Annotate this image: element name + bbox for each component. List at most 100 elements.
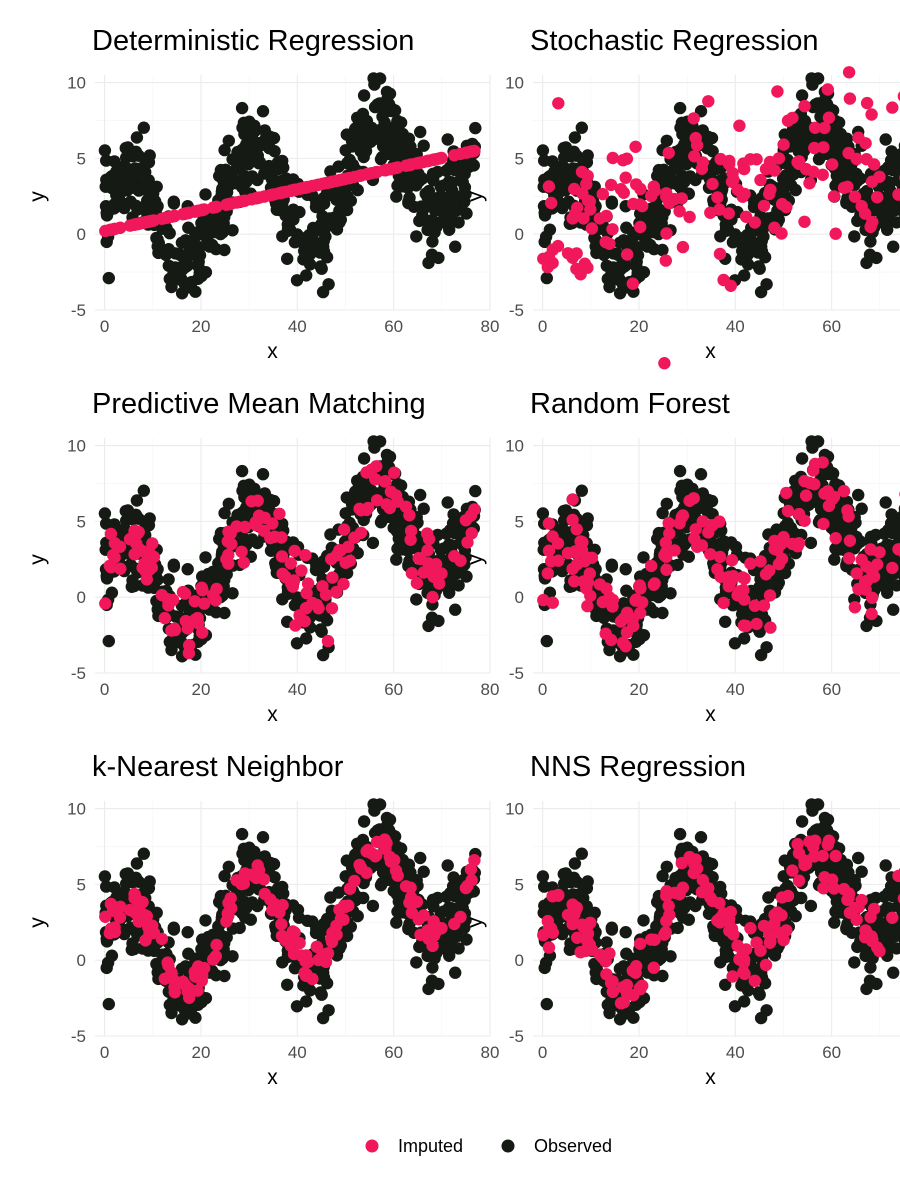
observed-point <box>175 236 189 249</box>
imputed-point <box>266 517 279 530</box>
observed-point <box>340 128 353 141</box>
imputed-point <box>580 177 593 191</box>
observed-point <box>660 134 673 147</box>
y-tick-label: 0 <box>515 225 524 244</box>
observed-point <box>129 925 143 938</box>
data-points <box>98 798 482 1026</box>
y-tick-label: 0 <box>515 588 524 607</box>
imputed-point <box>816 456 829 469</box>
observed-point <box>262 159 276 173</box>
imputed-point <box>757 199 771 213</box>
imputed-point <box>629 140 642 153</box>
observed-point <box>648 207 661 220</box>
imputed-point <box>807 464 820 477</box>
imputed-point <box>422 532 436 546</box>
observed-point <box>328 211 341 224</box>
y-tick-label: 10 <box>505 800 524 819</box>
imputed-point <box>792 874 806 887</box>
observed-point <box>376 140 390 153</box>
observed-point <box>129 199 143 212</box>
imputed-point <box>189 970 202 983</box>
observed-point <box>828 916 841 929</box>
observed-point <box>848 956 861 969</box>
imputed-point <box>739 210 753 223</box>
imputed-point <box>310 940 323 953</box>
imputed-point <box>191 204 204 218</box>
imputed-point <box>865 108 878 121</box>
y-tick-label: 5 <box>77 512 86 531</box>
imputed-point <box>268 530 281 543</box>
imputed-point <box>575 165 589 179</box>
observed-point <box>382 97 396 111</box>
imputed-point <box>781 889 795 903</box>
observed-point <box>422 184 436 198</box>
observed-point <box>883 176 897 189</box>
imputed-point <box>634 582 647 595</box>
observed-point <box>848 230 861 243</box>
imputed-point <box>645 559 658 573</box>
imputed-point <box>330 585 343 599</box>
imputed-point <box>706 177 719 191</box>
imputed-point <box>763 936 777 949</box>
observed-point <box>637 914 650 927</box>
observed-point <box>367 72 380 85</box>
observed-point <box>108 155 121 168</box>
observed-point <box>222 860 235 873</box>
imputed-point <box>369 473 382 486</box>
x-tick-label: 20 <box>630 680 649 699</box>
observed-point <box>832 116 846 129</box>
imputed-point <box>786 864 799 877</box>
observed-point <box>422 982 435 996</box>
imputed-point <box>287 183 301 197</box>
imputed-point <box>178 587 192 600</box>
imputed-point <box>426 939 439 953</box>
imputed-point <box>626 277 639 290</box>
imputed-point <box>768 534 781 548</box>
observed-point <box>303 248 317 261</box>
imputed-point <box>343 882 357 895</box>
observed-point <box>455 171 468 185</box>
observed-point <box>256 105 270 118</box>
imputed-point <box>552 554 565 567</box>
observed-point <box>424 196 437 210</box>
imputed-point <box>722 580 735 593</box>
observed-point <box>126 876 140 889</box>
observed-point <box>605 921 618 934</box>
imputed-point <box>596 187 609 201</box>
imputed-point <box>842 552 856 565</box>
observed-point <box>852 488 865 502</box>
observed-point <box>445 539 459 552</box>
x-tick-label: 0 <box>538 1043 547 1062</box>
imputed-point <box>826 158 839 171</box>
observed-point <box>813 151 827 164</box>
observed-point <box>753 262 766 275</box>
imputed-point <box>722 207 735 220</box>
imputed-point <box>702 95 715 108</box>
observed-point <box>433 216 446 229</box>
imputed-point <box>569 207 582 220</box>
observed-point <box>455 897 468 911</box>
imputed-point <box>422 154 436 167</box>
observed-point <box>290 274 304 287</box>
imputed-point <box>822 499 836 513</box>
imputed-point <box>725 922 739 935</box>
x-tick-label: 80 <box>481 1043 500 1062</box>
imputed-point <box>736 947 749 960</box>
imputed-point <box>647 578 660 591</box>
imputed-point <box>143 557 157 570</box>
imputed-point <box>808 478 821 491</box>
observed-point <box>597 248 611 262</box>
observed-point <box>315 262 328 275</box>
observed-point <box>165 1006 178 1020</box>
imputed-point <box>829 227 842 240</box>
observed-point <box>694 831 708 844</box>
imputed-point <box>827 882 841 895</box>
observed-point <box>804 536 818 550</box>
imputed-point <box>871 558 884 571</box>
imputed-point <box>629 966 642 979</box>
observed-point <box>673 827 687 841</box>
observed-point <box>660 497 673 510</box>
observed-point <box>300 995 313 1008</box>
